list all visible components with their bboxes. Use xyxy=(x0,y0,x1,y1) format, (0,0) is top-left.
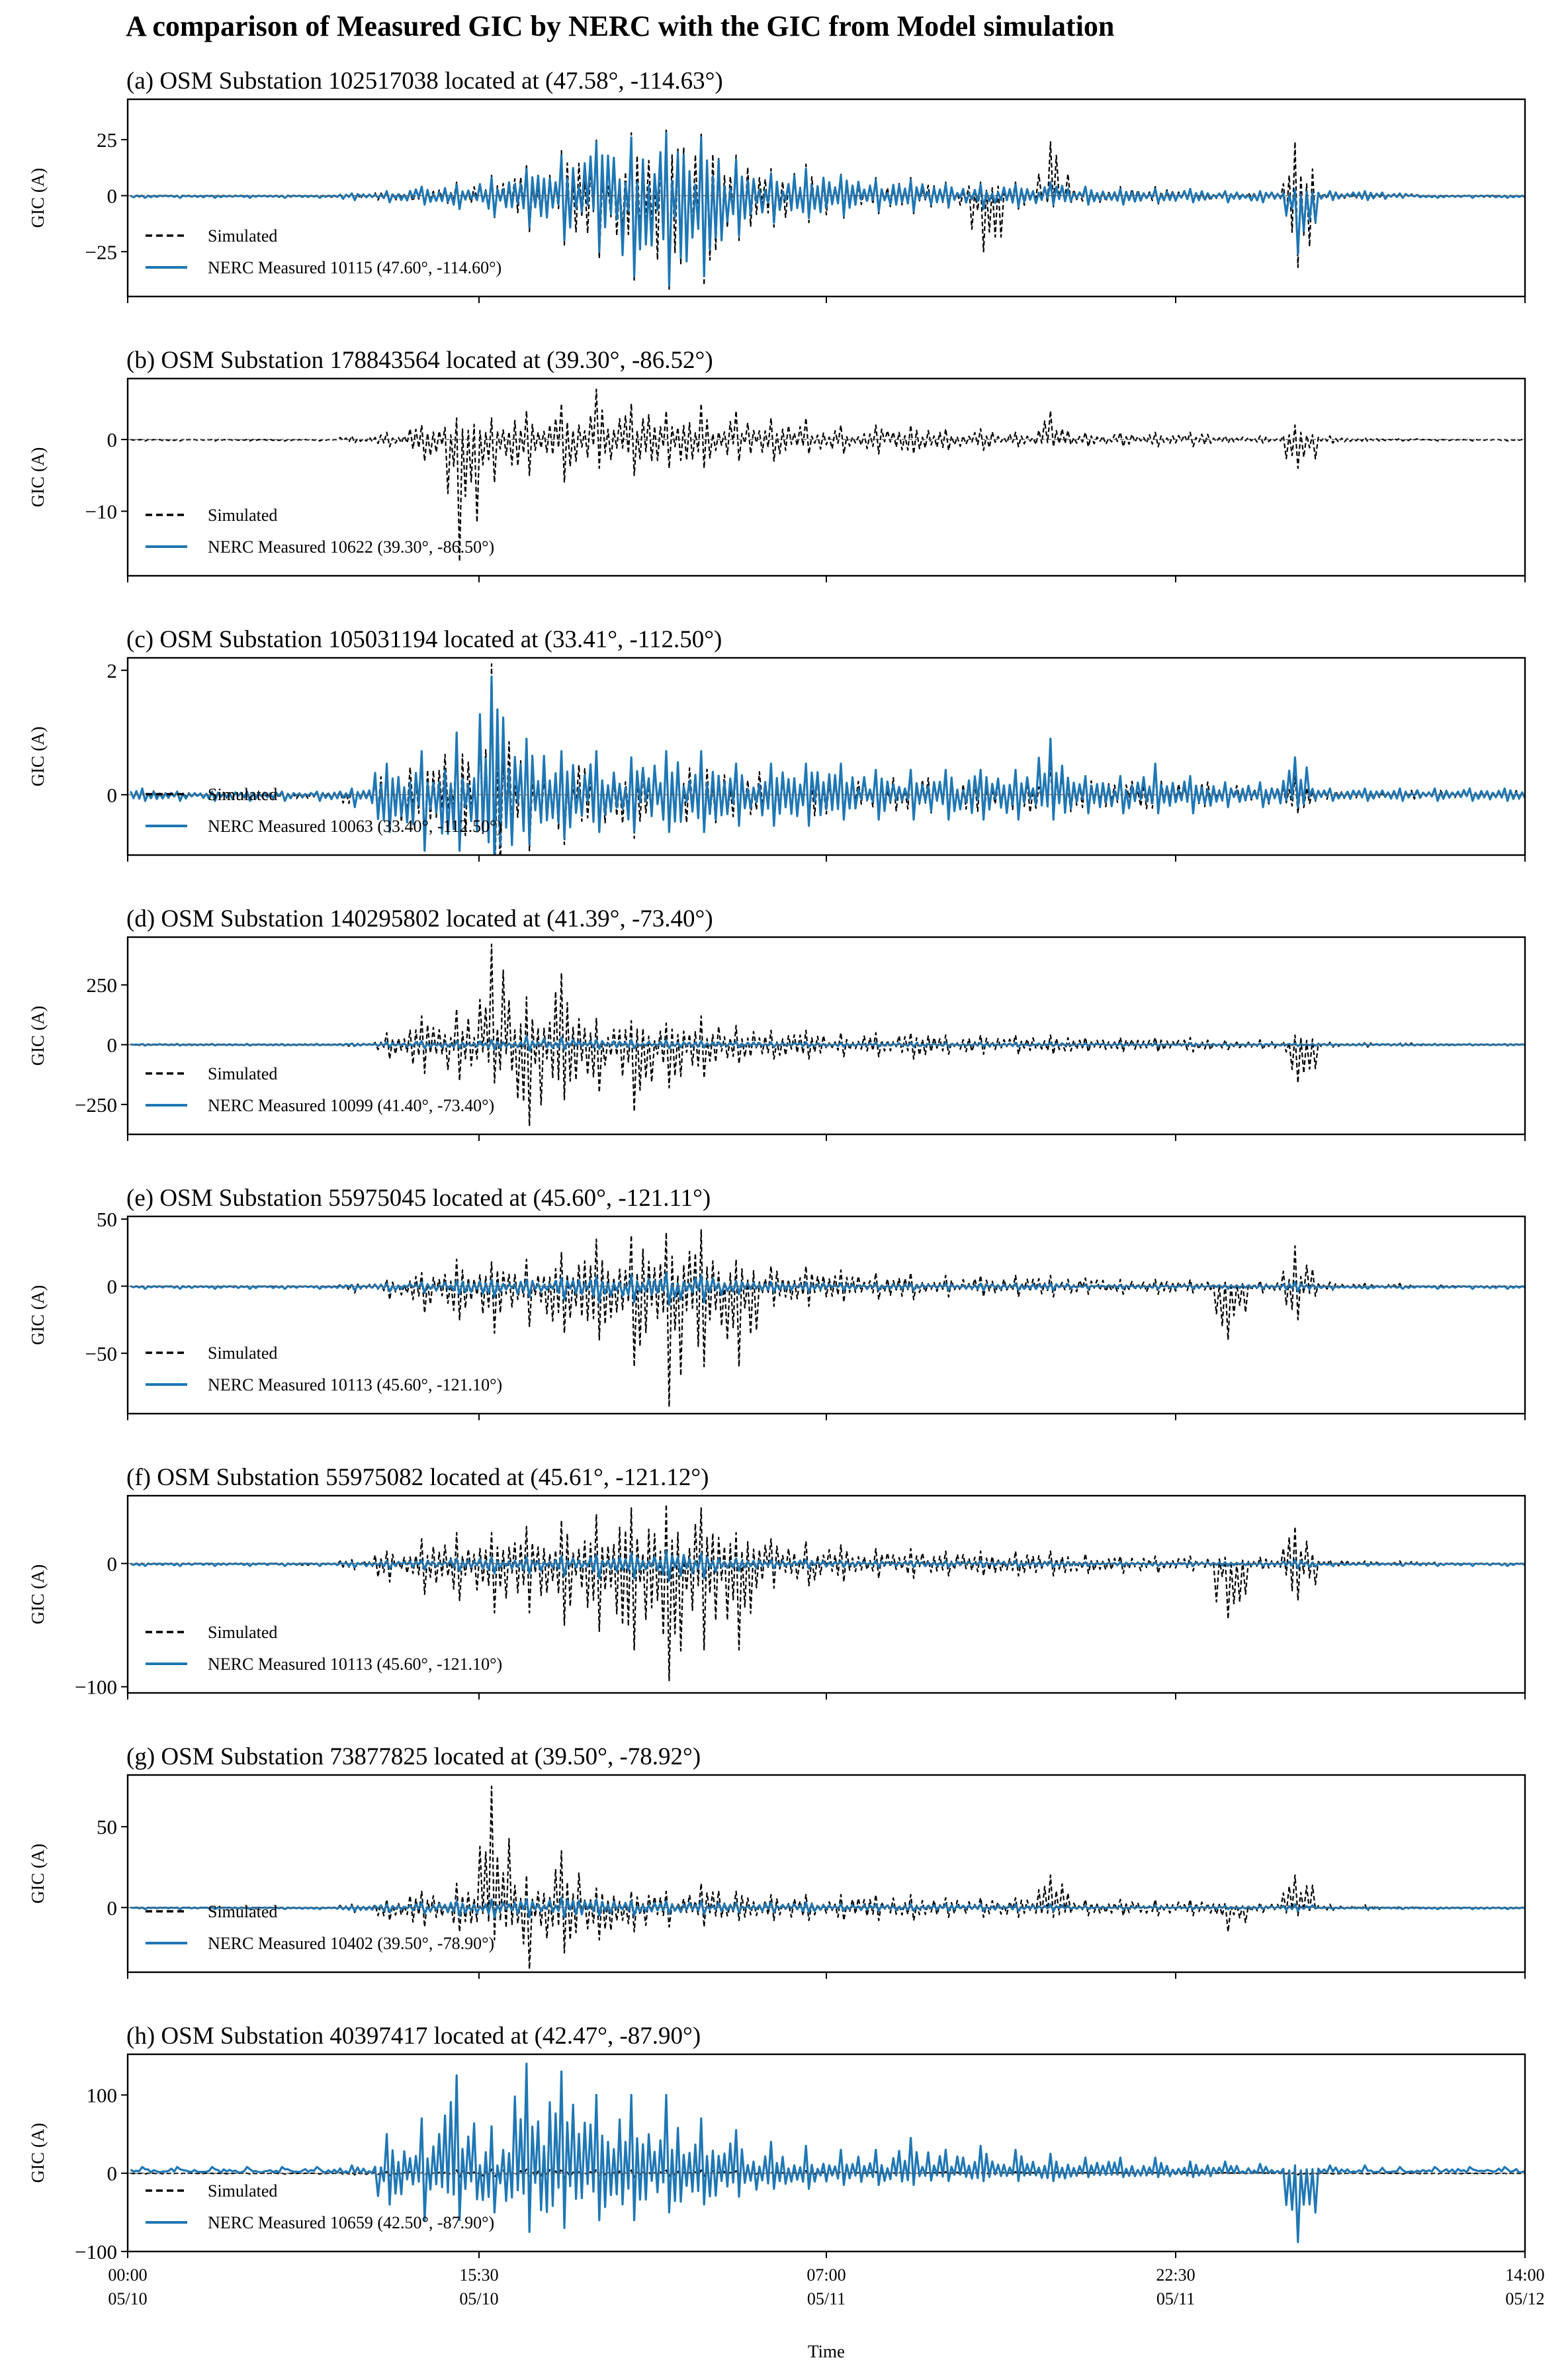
series-line-measured xyxy=(130,132,1525,287)
y-tick-label: 50 xyxy=(97,1815,117,1839)
x-tick-label-time: 22:30 xyxy=(1156,2265,1195,2285)
plot-area xyxy=(128,1229,1525,1408)
y-tick-label: −100 xyxy=(75,1676,117,1699)
y-tick-label: 0 xyxy=(107,185,118,208)
legend-label-simulated: Simulated xyxy=(208,1623,277,1642)
y-tick-label: −250 xyxy=(75,1093,117,1116)
y-axis-label: GIC (A) xyxy=(28,1285,48,1345)
plot-area xyxy=(128,388,1525,563)
panel-title: (a) OSM Substation 102517038 located at … xyxy=(126,68,723,95)
legend-label-measured: NERC Measured 10063 (33.40°, -112.50°) xyxy=(208,817,502,836)
legend-label-simulated: Simulated xyxy=(208,1064,277,1083)
y-tick-label: 0 xyxy=(107,1275,118,1298)
legend-label-measured: NERC Measured 10402 (39.50°, -78.90°) xyxy=(208,1934,494,1953)
legend: Simulated NERC Measured 10113 (45.60°, -1… xyxy=(146,1343,502,1394)
y-axis-label: GIC (A) xyxy=(28,447,48,508)
y-tick-label: 25 xyxy=(97,128,117,152)
y-tick-label: −25 xyxy=(85,240,117,263)
y-tick-label: 250 xyxy=(87,974,118,997)
y-tick-label: 0 xyxy=(107,1896,118,1919)
panel-b: (b) OSM Substation 178843564 located at … xyxy=(28,347,1526,582)
legend-label-simulated: Simulated xyxy=(208,1902,277,1921)
legend: Simulated NERC Measured 10113 (45.60°, -1… xyxy=(146,1623,502,1674)
legend: Simulated NERC Measured 10063 (33.40°, -1… xyxy=(146,785,502,836)
y-tick-label: 0 xyxy=(107,2162,118,2185)
x-axis: Time 00:00 05/10 15:30 05/10 07:00 05/11 22:30… xyxy=(108,2265,1544,2361)
panels-group: (a) OSM Substation 102517038 located at … xyxy=(28,68,1526,2263)
x-axis-label: Time xyxy=(808,2341,845,2361)
y-axis-label: GIC (A) xyxy=(28,1844,48,1904)
y-tick-label: −50 xyxy=(85,1342,117,1365)
panel-title: (h) OSM Substation 40397417 located at (… xyxy=(126,2023,701,2050)
legend-label-simulated: Simulated xyxy=(208,785,277,804)
plot-area xyxy=(128,2062,1525,2244)
y-axis-label: GIC (A) xyxy=(28,727,48,787)
panel-title: (c) OSM Substation 105031194 located at … xyxy=(126,626,722,653)
y-tick-label: 2 xyxy=(107,659,118,682)
y-tick-label: 0 xyxy=(107,1552,118,1575)
legend-label-measured: NERC Measured 10113 (45.60°, -121.10°) xyxy=(208,1375,502,1394)
y-axis-label: GIC (A) xyxy=(28,168,48,228)
y-tick-label: 0 xyxy=(107,784,118,807)
figure-title: A comparison of Measured GIC by NERC wit… xyxy=(126,10,1115,42)
y-axis-label: GIC (A) xyxy=(28,2123,48,2183)
legend-label-measured: NERC Measured 10099 (41.40°, -73.40°) xyxy=(208,1096,494,1115)
x-tick-label-time: 15:30 xyxy=(459,2265,498,2285)
panel-title: (g) OSM Substation 73877825 located at (… xyxy=(126,1743,701,1770)
legend-label-simulated: Simulated xyxy=(208,226,277,246)
y-tick-label: 50 xyxy=(97,1208,117,1231)
legend-label-simulated: Simulated xyxy=(208,1343,277,1363)
x-tick-label-date: 05/10 xyxy=(459,2289,498,2308)
panel-e: (e) OSM Substation 55975045 located at (… xyxy=(28,1185,1526,1420)
panel-title: (e) OSM Substation 55975045 located at (… xyxy=(126,1185,711,1212)
y-tick-label: 100 xyxy=(87,2083,118,2107)
panel-c: (c) OSM Substation 105031194 located at … xyxy=(28,626,1526,862)
panel-title: (f) OSM Substation 55975082 located at (… xyxy=(126,1464,709,1491)
legend: Simulated NERC Measured 10659 (42.50°, -8… xyxy=(146,2181,494,2232)
x-tick-label-time: 14:00 xyxy=(1505,2265,1544,2285)
panel-title: (b) OSM Substation 178843564 located at … xyxy=(126,347,713,374)
legend-label-measured: NERC Measured 10659 (42.50°, -87.90°) xyxy=(208,2213,494,2232)
legend-label-simulated: Simulated xyxy=(208,506,277,525)
series-line-simulated xyxy=(130,388,1525,563)
legend-label-measured: NERC Measured 10115 (47.60°, -114.60°) xyxy=(208,258,501,277)
plot-area xyxy=(128,663,1525,855)
series-line-simulated xyxy=(130,1229,1525,1408)
x-tick-label-date: 05/10 xyxy=(108,2289,147,2308)
legend: Simulated NERC Measured 10115 (47.60°, -1… xyxy=(146,226,501,277)
legend: Simulated NERC Measured 10622 (39.30°, -8… xyxy=(146,506,494,557)
panel-h: (h) OSM Substation 40397417 located at (… xyxy=(28,2023,1526,2263)
panel-g: (g) OSM Substation 73877825 located at (… xyxy=(28,1743,1526,1979)
y-axis-label: GIC (A) xyxy=(28,1565,48,1625)
y-tick-label: −10 xyxy=(85,500,117,523)
series-line-simulated xyxy=(130,1503,1525,1682)
plot-area xyxy=(128,943,1525,1127)
y-axis-label: GIC (A) xyxy=(28,1006,48,1066)
x-tick-label-time: 00:00 xyxy=(108,2265,147,2285)
x-tick-label-date: 05/11 xyxy=(1156,2289,1195,2308)
legend: Simulated NERC Measured 10099 (41.40°, -7… xyxy=(146,1064,494,1115)
x-tick-label-time: 07:00 xyxy=(806,2265,846,2285)
plot-area xyxy=(128,127,1525,291)
series-line-measured xyxy=(130,2062,1525,2244)
series-line-measured xyxy=(130,1035,1525,1052)
series-line-measured xyxy=(129,675,1525,855)
plot-area xyxy=(128,1786,1525,1970)
series-line-measured xyxy=(130,1271,1525,1306)
y-tick-label: 0 xyxy=(107,1034,118,1057)
legend-label-simulated: Simulated xyxy=(208,2181,277,2201)
y-tick-label: 0 xyxy=(107,428,118,451)
legend-label-measured: NERC Measured 10113 (45.60°, -121.10°) xyxy=(208,1655,502,1674)
legend: Simulated NERC Measured 10402 (39.50°, -7… xyxy=(146,1902,494,1953)
legend-label-measured: NERC Measured 10622 (39.30°, -86.50°) xyxy=(208,537,494,557)
panel-f: (f) OSM Substation 55975082 located at (… xyxy=(28,1464,1526,1700)
panel-title: (d) OSM Substation 140295802 located at … xyxy=(126,905,713,932)
x-tick-label-date: 05/12 xyxy=(1505,2289,1544,2308)
panel-a: (a) OSM Substation 102517038 located at … xyxy=(28,68,1526,303)
plot-area xyxy=(128,1503,1525,1682)
y-tick-label: −100 xyxy=(75,2240,117,2263)
panel-d: (d) OSM Substation 140295802 located at … xyxy=(28,905,1526,1141)
x-tick-label-date: 05/11 xyxy=(807,2289,846,2308)
